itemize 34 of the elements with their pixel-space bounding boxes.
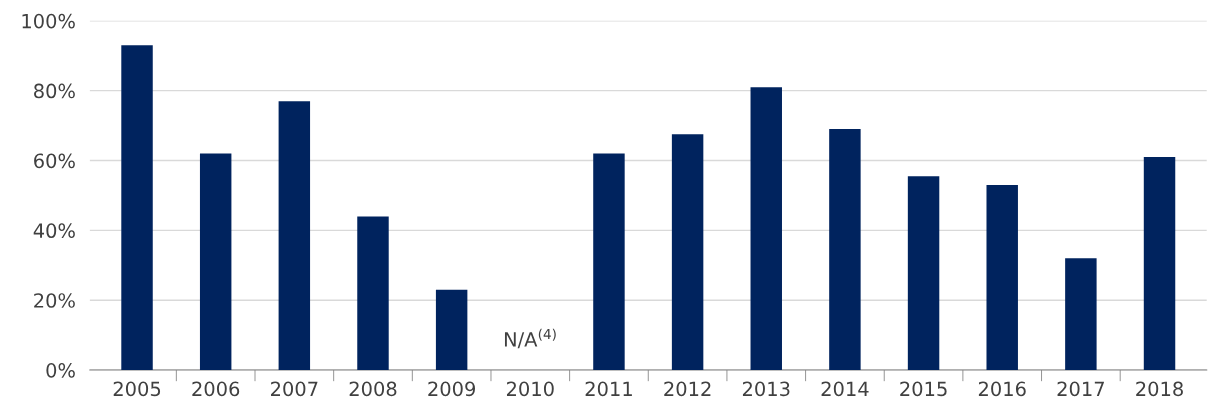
y-tick-label: 20%	[34, 293, 75, 308]
bar	[435, 289, 468, 371]
x-tick-label: 2010	[506, 381, 554, 397]
bar	[986, 184, 1018, 371]
x-tick-label: 2007	[271, 381, 318, 397]
x-tick-label: 2013	[742, 381, 790, 397]
y-tick-label: 60%	[34, 153, 75, 169]
x-tick-label: 2009	[428, 381, 476, 397]
bar	[671, 134, 704, 371]
x-tick-label: 2016	[978, 381, 1026, 397]
x-tick-label: 2012	[664, 381, 711, 397]
bar	[357, 216, 389, 371]
y-tick-label: 100%	[22, 13, 75, 29]
x-tick-label: 2015	[900, 381, 947, 397]
bar	[750, 87, 782, 371]
x-tick-label: 2011	[585, 381, 632, 397]
x-tick-label: 2017	[1057, 381, 1104, 397]
annotation: N/A$^{(4)}$	[504, 328, 556, 349]
x-tick-label: 2018	[1136, 381, 1183, 397]
bar	[199, 153, 232, 371]
bar	[829, 129, 861, 371]
x-tick-label: 2008	[349, 381, 397, 397]
y-tick-label: 0%	[46, 363, 75, 378]
bar	[278, 101, 311, 371]
x-tick-label: 2006	[192, 381, 240, 397]
x-tick-label: 2014	[821, 381, 869, 397]
y-tick-label: 80%	[34, 83, 75, 99]
bar	[121, 45, 153, 371]
bar	[593, 153, 625, 371]
bar	[1143, 157, 1176, 371]
x-tick-label: 2005	[113, 381, 161, 397]
y-tick-label: 40%	[33, 223, 75, 239]
bar	[1065, 258, 1097, 371]
bar	[907, 176, 940, 371]
